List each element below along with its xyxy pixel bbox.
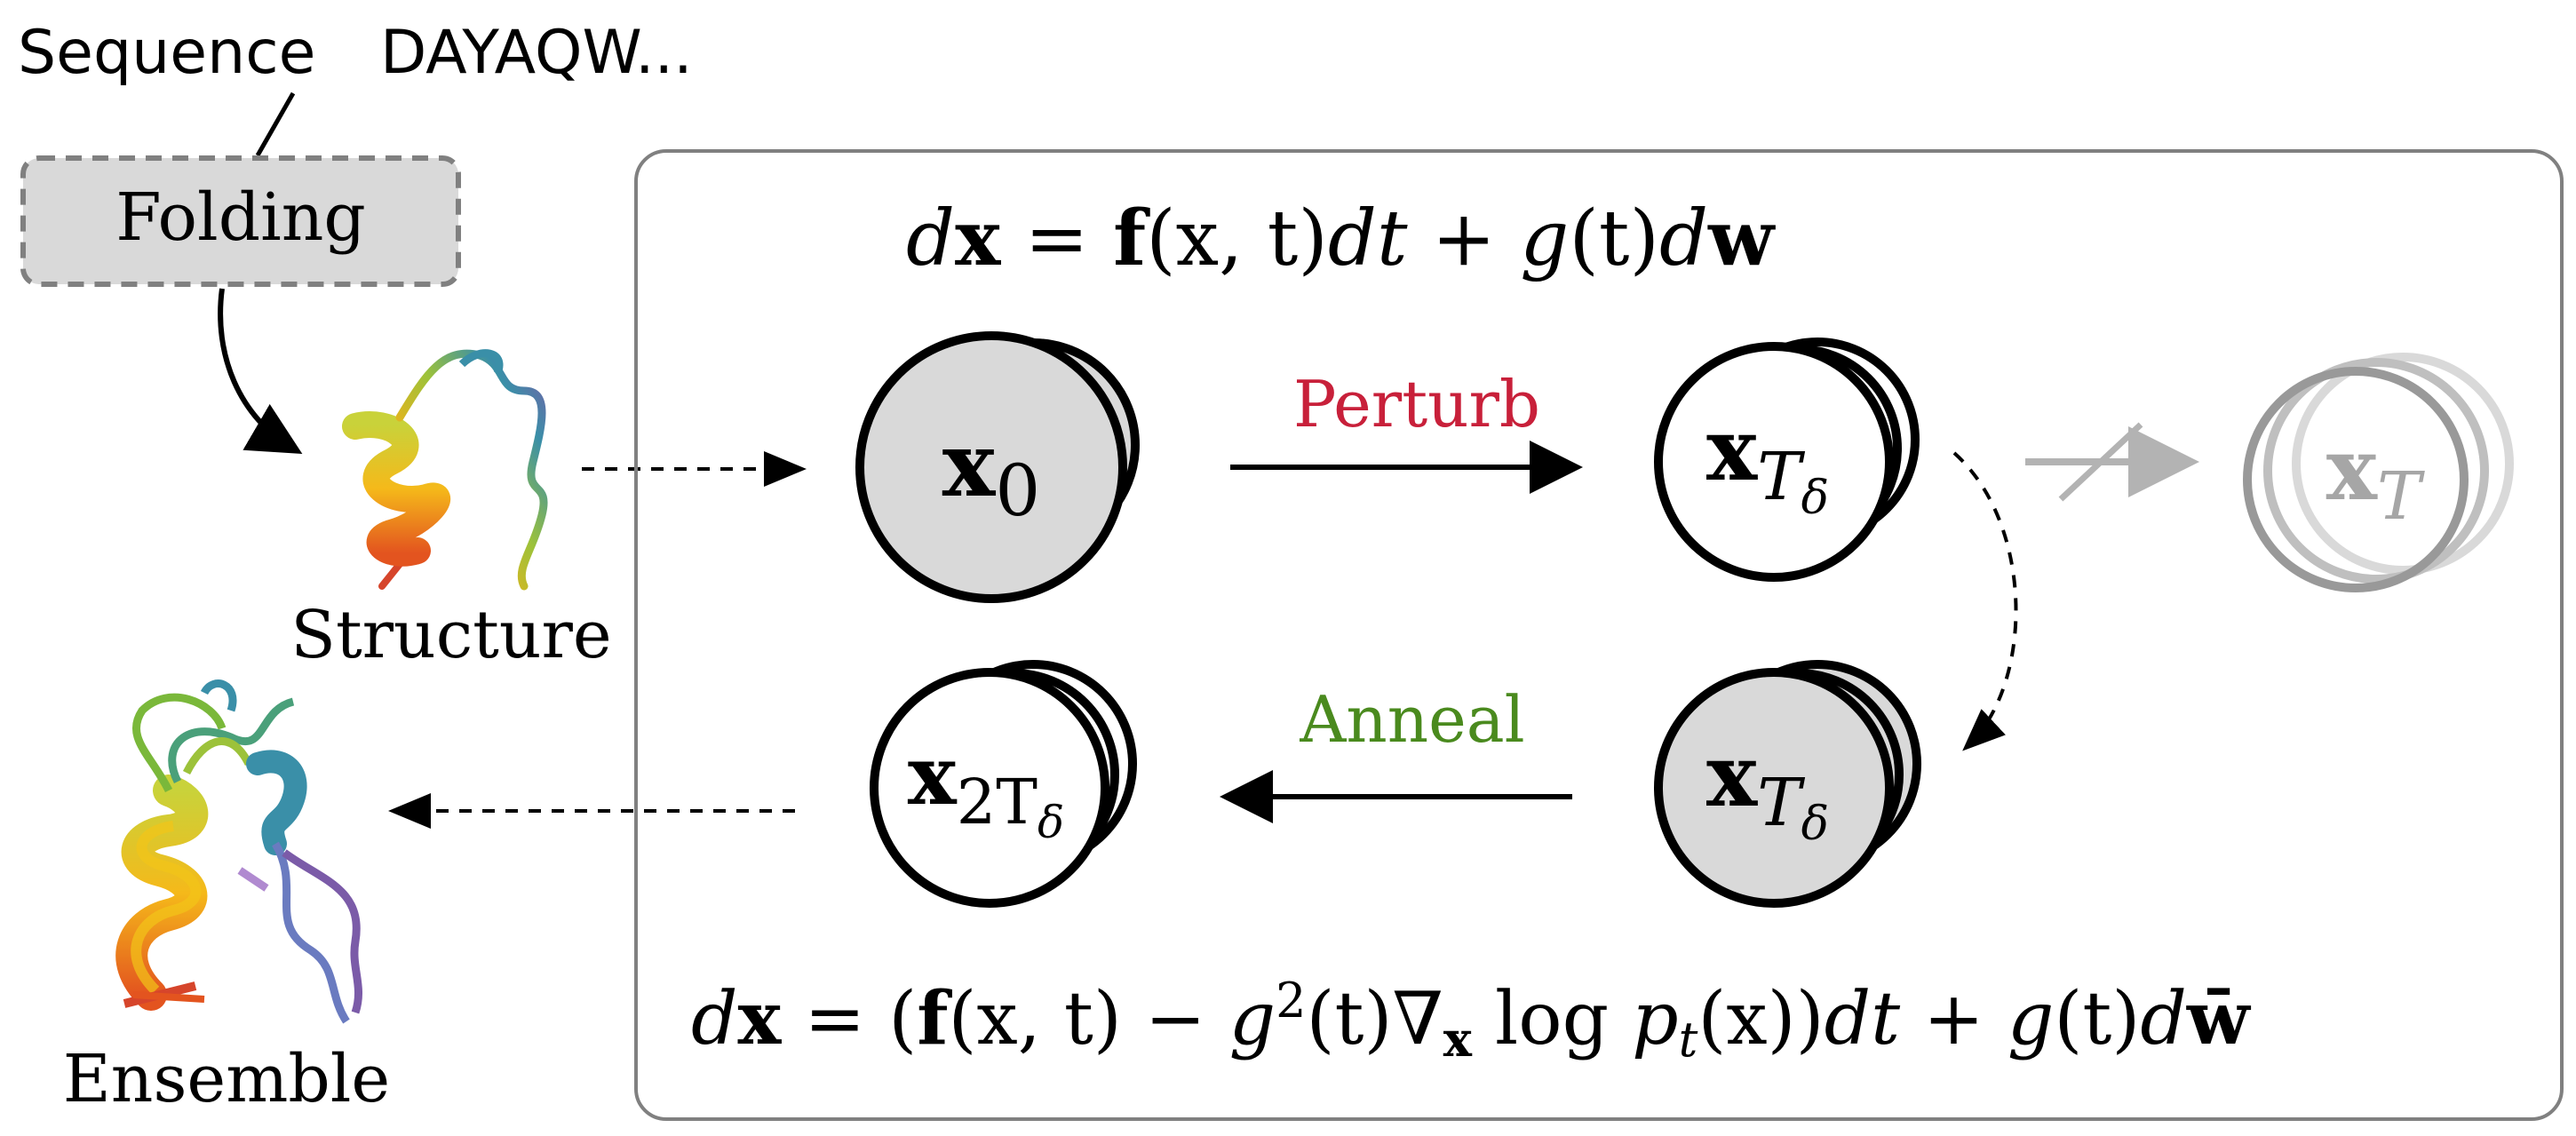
ensemble-protein-image xyxy=(115,679,362,1024)
sequence-connector xyxy=(255,91,296,157)
top-to-bottom-dashed-arrow xyxy=(1952,451,2018,751)
diffusion-panel xyxy=(634,149,2564,1121)
folding-box xyxy=(20,155,461,287)
structure-label: Structure xyxy=(290,597,611,673)
node-xtd-bottom: xTδ xyxy=(1654,660,1921,908)
node-xt-faded: xT xyxy=(2243,353,2514,592)
folding-label: Folding xyxy=(115,179,366,256)
node-xtd-top: xTδ xyxy=(1654,338,1920,582)
node-x0: x0 xyxy=(855,331,1140,603)
svg-text:x0: x0 xyxy=(942,412,1041,532)
svg-text:xTδ: xTδ xyxy=(1706,400,1829,525)
svg-text:x2Tδ: x2Tδ xyxy=(908,727,1064,848)
sequence-value-label: DAYAQW... xyxy=(380,18,693,88)
structure-protein-image xyxy=(342,349,548,591)
sequence-prefix-label: Sequence xyxy=(18,18,315,88)
perturb-label: Perturb xyxy=(1293,367,1540,441)
forward-sde-equation: dx = f(x, t)dt + g(t)dw xyxy=(906,194,1776,283)
reverse-sde-equation: dx = (f(x, t) − g2(t)∇x log pt(x))dt + g… xyxy=(691,973,2252,1068)
anneal-label: Anneal xyxy=(1299,682,1524,757)
node-x2td: x2Tδ xyxy=(870,660,1137,908)
ensemble-label: Ensemble xyxy=(63,1041,390,1117)
blocked-arrow-to-xt xyxy=(2025,422,2199,502)
svg-text:xT: xT xyxy=(2326,419,2425,535)
svg-text:xTδ: xTδ xyxy=(1706,726,1829,851)
folding-to-structure-arrow xyxy=(218,288,303,455)
